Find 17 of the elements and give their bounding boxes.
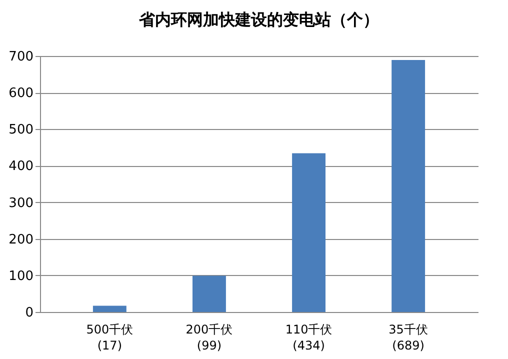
- x-tick-label: 500千伏 (17): [86, 322, 134, 352]
- y-tick-label: 700: [8, 50, 34, 64]
- x-tick-label: 200千伏 (99): [186, 322, 233, 352]
- y-tick-label: 200: [8, 232, 34, 248]
- x-tick-label: 35千伏 (689): [388, 322, 428, 352]
- y-tick-label: 0: [25, 306, 34, 320]
- y-tick-label: 400: [8, 159, 34, 174]
- y-tick-label: 300: [8, 196, 34, 211]
- bar: [192, 276, 226, 312]
- bar: [392, 60, 426, 312]
- y-tick-label: 500: [8, 122, 34, 138]
- y-tick-label: 100: [8, 268, 34, 284]
- bar: [292, 153, 326, 312]
- bar: [92, 306, 126, 312]
- chart-title: 省内环网加快建设的变电站（个）: [138, 10, 379, 29]
- x-tick-label: 110千伏 (434): [285, 322, 332, 352]
- y-tick-label: 600: [8, 86, 34, 102]
